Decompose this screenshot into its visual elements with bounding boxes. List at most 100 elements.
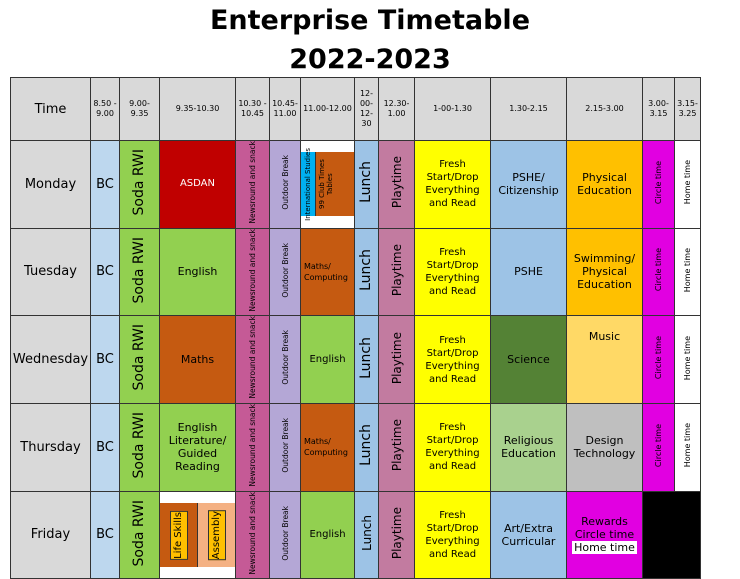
life-skills-label: Life Skills [169, 510, 188, 560]
rewards-label: Rewards Circle time [574, 515, 635, 542]
cell-art-extra-curricular: Art/Extra Curricular [490, 490, 567, 579]
page-title: Enterprise Timetable [209, 5, 531, 36]
cell-newsround: Newsround and snack [235, 140, 270, 229]
cell-international: International Studies [301, 148, 316, 221]
cell-english: English [300, 315, 355, 404]
header-slot: 3.15- 3.25 [674, 77, 701, 141]
newsround-label: Newsround and snack [248, 491, 257, 575]
playtime-label: Playtime [389, 331, 404, 384]
day-label: Wednesday [10, 315, 91, 404]
header-slot: 11.00-12.00 [300, 77, 355, 141]
cell-home-time: Home time [674, 140, 701, 229]
page-subtitle: 2022-2023 [289, 44, 451, 75]
cell-bc: BC [90, 315, 120, 404]
playtime-label: Playtime [389, 243, 404, 297]
assembly-label: Assembly [207, 509, 226, 561]
home-label: Home time [683, 160, 692, 205]
cell-playtime: Playtime [378, 315, 415, 404]
cell-fresh-start: Fresh Start/Drop Everything and Read [414, 227, 491, 317]
outdoor-label: Outdoor Break [280, 242, 290, 298]
cell-circle-time: Circle time [642, 315, 675, 404]
cell-bc: BC [90, 227, 120, 317]
header-slot: 8.50 - 9.00 [90, 77, 120, 141]
cell-soda: Soda RWI [119, 402, 160, 492]
outdoor-label: Outdoor Break [280, 505, 290, 561]
cell-outdoor: Outdoor Break [269, 402, 301, 492]
cell-rewards: Rewards Circle time Home time [566, 490, 643, 579]
header-slot: 10.45- 11.00 [269, 77, 301, 141]
cell-soda: Soda RWI [119, 227, 160, 317]
cell-fresh-start: Fresh Start/Drop Everything and Read [414, 490, 491, 579]
cell-fresh-start: Fresh Start/Drop Everything and Read [414, 315, 491, 404]
lunch-label: Lunch [358, 249, 374, 291]
circle-label: Circle time [654, 248, 663, 292]
cell-pshe-citizenship: PSHE/ Citizenship [490, 140, 567, 229]
home-label: Home time [683, 247, 692, 293]
cell-blackout [642, 490, 701, 579]
cell-circle-time: Circle time [642, 402, 675, 492]
circle-label: Circle time [654, 423, 663, 467]
soda-label: Soda RWI [131, 499, 147, 567]
header-slot: 9.35-10.30 [159, 77, 236, 141]
day-label: Thursday [10, 402, 91, 492]
cell-99-club: 99 Club Times Tables [316, 152, 354, 217]
header-row: Time 8.50 - 9.00 9.00- 9.35 9.35-10.30 1… [10, 77, 701, 141]
day-label: Friday [10, 490, 91, 579]
newsround-label: Newsround and snack [248, 316, 257, 399]
row-wednesday: Wednesday BC Soda RWI Maths Newsround an… [10, 315, 701, 404]
timetable: Time 8.50 - 9.00 9.00- 9.35 9.35-10.30 1… [10, 77, 701, 579]
cell-swimming: Swimming/ Physical Education [566, 227, 643, 317]
cell-circle-time: Circle time [642, 140, 675, 229]
header-time: Time [10, 77, 91, 141]
cell-lunch: Lunch [354, 227, 379, 317]
cell-soda: Soda RWI [119, 140, 160, 229]
cell-pshe: PSHE [490, 227, 567, 317]
outdoor-label: Outdoor Break [280, 155, 290, 210]
cell-maths: Maths [159, 315, 236, 404]
cell-music: Music [566, 315, 643, 404]
cell-playtime: Playtime [378, 140, 415, 229]
header-slot: 12.30- 1.00 [378, 77, 415, 141]
cell-circle-time: Circle time [642, 227, 675, 317]
cell-fresh-start: Fresh Start/Drop Everything and Read [414, 402, 491, 492]
lunch-label: Lunch [359, 515, 374, 551]
cell-religious-education: Religious Education [490, 402, 567, 492]
cell-maths-computing: Maths/ Computing [300, 402, 355, 492]
cell-fresh-start: Fresh Start/Drop Everything and Read [414, 140, 491, 229]
cell-monday-midmorning: International Studies 99 Club Times Tabl… [300, 140, 355, 229]
cell-lunch: Lunch [354, 402, 379, 492]
lunch-label: Lunch [358, 424, 374, 467]
circle-label: Circle time [654, 336, 663, 380]
cell-lunch: Lunch [354, 490, 379, 579]
cell-playtime: Playtime [378, 227, 415, 317]
outdoor-label: Outdoor Break [280, 417, 290, 473]
soda-label: Soda RWI [131, 324, 147, 391]
cell-lunch: Lunch [354, 315, 379, 404]
cell-newsround: Newsround and snack [235, 227, 270, 317]
cell-asdan: ASDAN [159, 140, 236, 229]
cell-home-time: Home time [674, 402, 701, 492]
newsround-label: Newsround and snack [248, 141, 257, 224]
soda-label: Soda RWI [131, 236, 147, 304]
day-label: Tuesday [10, 227, 91, 317]
cell-english: English [159, 227, 236, 317]
home-label: Home time [683, 423, 692, 468]
cell-home-time: Home time [674, 227, 701, 317]
cell-home-time: Home time [674, 315, 701, 404]
cell-life-skills: Life Skills [160, 502, 198, 567]
cell-bc: BC [90, 490, 120, 579]
cell-outdoor: Outdoor Break [269, 227, 301, 317]
cell-pe: Physical Education [566, 140, 643, 229]
cell-science: Science [490, 315, 567, 404]
outdoor-label: Outdoor Break [280, 330, 290, 385]
cell-design-technology: Design Technology [566, 402, 643, 492]
newsround-label: Newsround and snack [248, 228, 257, 312]
soda-label: Soda RWI [131, 149, 147, 216]
header-slot: 1.30-2.15 [490, 77, 567, 141]
cell-bc: BC [90, 402, 120, 492]
row-friday: Friday BC Soda RWI Life Skills Assembly … [10, 490, 701, 579]
cell-outdoor: Outdoor Break [269, 140, 301, 229]
cell-bc: BC [90, 140, 120, 229]
circle-label: Circle time [654, 160, 663, 204]
lunch-label: Lunch [358, 336, 374, 379]
